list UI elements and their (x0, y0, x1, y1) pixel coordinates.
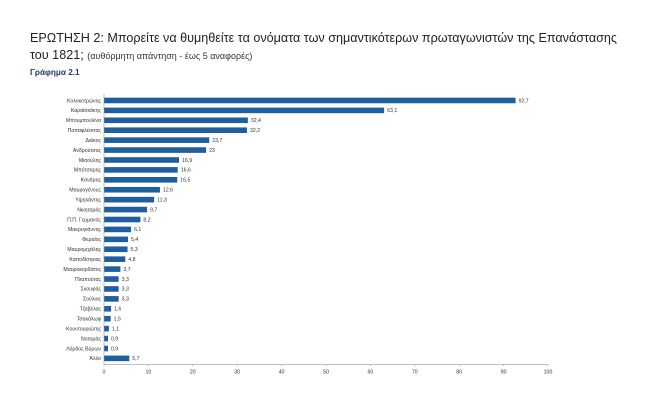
value-label: 3,3 (122, 277, 129, 283)
bar (104, 206, 148, 213)
bar (104, 345, 108, 352)
x-tick-label: 0 (103, 369, 106, 375)
value-label: 8,2 (143, 217, 150, 223)
value-label: 1,6 (114, 307, 121, 313)
bar (104, 276, 119, 282)
x-tick-label: 70 (412, 369, 418, 375)
value-label: 16,9 (182, 158, 192, 164)
question-title: ΕΡΩΤΗΣΗ 2: Μπορείτε να θυμηθείτε τα ονόμ… (30, 30, 630, 65)
value-label: 63,1 (387, 108, 397, 114)
value-label: 11,3 (157, 197, 167, 203)
figure-label: Γράφημα 2.1 (30, 68, 80, 77)
bar (104, 296, 119, 302)
x-tick-label: 40 (279, 369, 285, 375)
bar (104, 177, 178, 183)
bar (104, 127, 247, 134)
x-tick-label: 10 (146, 369, 152, 375)
value-label: 32,2 (250, 128, 260, 134)
category-label: Πλαπούτας (75, 277, 101, 283)
x-tick-label: 90 (501, 369, 507, 375)
bar (104, 286, 119, 292)
category-label: Μαυρογένους (69, 187, 101, 194)
bar (104, 355, 130, 362)
bar (104, 256, 126, 262)
bar (104, 147, 207, 153)
value-label: 5,4 (131, 237, 138, 243)
category-label: Σούλιος (83, 297, 102, 303)
bar (104, 305, 112, 312)
category-label: Καποδίστριας (69, 257, 101, 263)
category-label: Κανάρης (81, 177, 102, 184)
value-label: 32,4 (251, 118, 261, 124)
bar (104, 167, 178, 173)
bar (104, 325, 109, 332)
bar (104, 196, 155, 203)
x-tick-label: 50 (323, 369, 329, 375)
bar (104, 216, 141, 223)
category-label: Κολοκοτρώνης (67, 98, 101, 104)
bar (104, 226, 132, 233)
category-label: Μαυροκορδάτος (63, 266, 101, 273)
x-tick-label: 60 (368, 369, 374, 375)
category-label: Υψηλάντης (75, 196, 101, 203)
value-label: 23,7 (212, 138, 222, 144)
bar (104, 137, 210, 143)
category-label: Τζαβέλας (80, 306, 102, 313)
value-label: 1,1 (112, 326, 119, 332)
value-label: 6,1 (134, 227, 141, 233)
value-label: 16,6 (181, 168, 191, 174)
bar (104, 186, 160, 193)
bar (104, 107, 385, 114)
x-tick-label: 80 (456, 369, 462, 375)
category-label: Νοταράς (81, 335, 101, 342)
category-label: Μπότσαρης (74, 167, 102, 174)
category-label: Λόρδος Βύρων (66, 345, 101, 352)
category-label: Π.Π. Γερμανός (67, 216, 101, 223)
value-label: 3,3 (122, 297, 129, 303)
value-label: 9,7 (150, 207, 157, 213)
category-label: Σκουφάς (81, 286, 102, 293)
bar (104, 157, 180, 163)
category-label: Κουντουριώτης (66, 326, 101, 332)
bar (104, 236, 128, 243)
value-label: 3,7 (123, 267, 130, 273)
value-label: 4,8 (128, 257, 135, 263)
value-label: 12,6 (163, 188, 173, 194)
category-label: Νικηταράς (77, 206, 101, 213)
bar (104, 335, 108, 342)
x-tick-label: 30 (234, 369, 240, 375)
bar (104, 246, 128, 253)
bar (104, 315, 111, 322)
bar (104, 117, 248, 124)
value-label: 16,5 (180, 178, 190, 184)
category-label: Μιαούλης (79, 158, 102, 164)
category-label: Μαυρομιχάλης (67, 246, 101, 253)
value-label: 0,9 (111, 346, 118, 352)
value-label: 92,7 (519, 98, 529, 104)
question-note: (αυθόρμητη απάντηση - έως 5 αναφορές) (87, 51, 253, 61)
category-label: Μακρυγιάννης (68, 226, 102, 233)
category-label: Άλλο (90, 356, 102, 362)
category-label: Καραϊσκάκης (71, 107, 102, 114)
bar (104, 266, 121, 272)
x-tick-label: 20 (190, 369, 196, 375)
category-label: Διάκος (85, 137, 101, 144)
category-label: Μπουμπουλίνα (66, 118, 101, 124)
bar (104, 97, 516, 104)
category-label: Φεραίος (82, 237, 101, 243)
category-label: Ανδρούτσος (73, 148, 102, 154)
value-label: 5,7 (132, 356, 139, 362)
value-label: 0,9 (111, 336, 118, 342)
category-label: Παπαφλέσσας (68, 127, 102, 134)
value-label: 1,5 (114, 317, 121, 323)
category-label: Τσακάλωφ (77, 316, 102, 323)
question-text: ΕΡΩΤΗΣΗ 2: Μπορείτε να θυμηθείτε τα ονόμ… (30, 31, 617, 62)
value-label: 5,3 (131, 247, 138, 253)
x-tick-label: 100 (544, 369, 553, 375)
value-label: 3,3 (122, 287, 129, 293)
value-label: 23 (209, 148, 215, 154)
